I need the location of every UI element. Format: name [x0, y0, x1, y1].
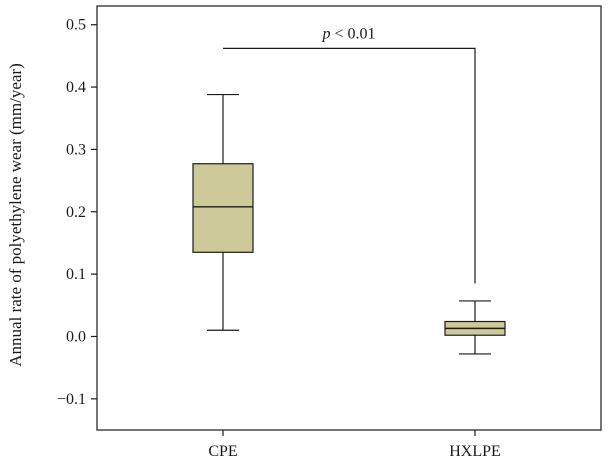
y-tick-label: 0.5 — [66, 17, 86, 34]
plot-frame — [96, 5, 602, 431]
y-tick-label: −0.1 — [57, 391, 86, 408]
y-tick-label: 0.1 — [66, 266, 86, 283]
x-tick-label: HXLPE — [449, 443, 501, 460]
p-value-label: p < 0.01 — [321, 25, 375, 42]
axes: −0.1 0.0 0.1 0.2 0.3 0.4 0.5 CPE HXLPE — [57, 5, 602, 460]
y-tick-label: 0.0 — [66, 328, 86, 345]
y-tick-label: 0.4 — [66, 79, 86, 96]
y-tick-label: 0.2 — [66, 204, 86, 221]
x-tick-label: CPE — [208, 443, 237, 460]
box-series — [192, 93, 506, 355]
significance-bracket — [223, 47, 476, 284]
box-cpe — [192, 163, 254, 253]
significance-annotation: p < 0.01 — [223, 25, 476, 284]
y-tick-label: 0.3 — [66, 141, 86, 158]
y-axis-label: Annual rate of polyethylene wear (mm/yea… — [6, 63, 25, 367]
